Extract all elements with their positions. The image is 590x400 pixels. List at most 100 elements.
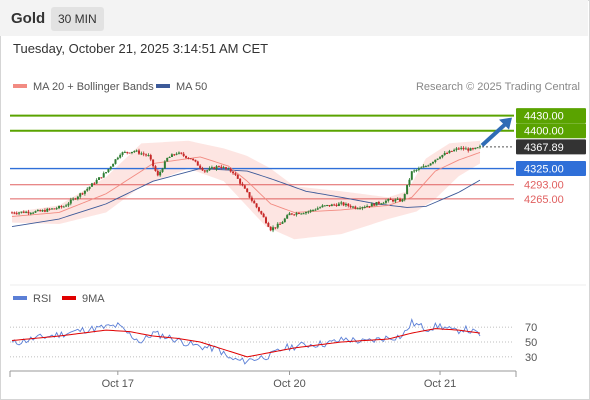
candle-body <box>361 207 364 209</box>
candle-body <box>121 152 124 155</box>
candle-body <box>471 148 474 150</box>
candle-body <box>366 206 369 208</box>
candle-body <box>297 212 300 214</box>
rsi-legend-swatch-0 <box>13 296 27 300</box>
candle-body <box>83 190 86 194</box>
candle-body <box>128 152 131 154</box>
candle-body <box>229 168 232 172</box>
current-price-box <box>516 139 586 155</box>
candle-body <box>206 170 209 172</box>
candle-body <box>274 227 277 229</box>
candle-body <box>90 183 93 187</box>
candle-body <box>269 226 272 231</box>
candle-body <box>319 207 322 209</box>
candle-body <box>246 188 249 193</box>
candle-body <box>36 210 39 212</box>
level-box-4400.00 <box>516 123 586 139</box>
candle-body <box>253 200 256 204</box>
rsi-legend-label-1: 9MA <box>82 293 105 305</box>
candle-body <box>431 161 434 164</box>
candle-body <box>399 198 402 202</box>
candle-body <box>232 171 235 174</box>
candle-body <box>281 222 284 224</box>
candle-body <box>255 203 258 208</box>
candle-body <box>95 179 98 184</box>
candle-body <box>72 198 75 200</box>
candle-body <box>147 155 150 157</box>
level-label-4325.00: 4325.00 <box>524 164 564 176</box>
candle-body <box>175 153 178 155</box>
candle-body <box>152 159 155 167</box>
candle-body <box>380 203 383 205</box>
candle-body <box>302 213 305 215</box>
candle-body <box>363 206 366 208</box>
current-price-label: 4367.89 <box>524 142 564 154</box>
candle-body <box>100 177 103 179</box>
candle-body <box>41 210 44 212</box>
candle-body <box>50 208 53 210</box>
candle-body <box>420 167 423 169</box>
level-label-4265.00: 4265.00 <box>524 194 564 206</box>
candle-body <box>248 192 251 198</box>
candle-body <box>382 202 385 204</box>
candle-body <box>62 206 65 208</box>
candle-body <box>203 170 206 172</box>
candle-body <box>13 212 16 214</box>
rsi-line <box>11 317 481 365</box>
candle-body <box>173 154 176 156</box>
candle-body <box>215 166 218 169</box>
candle-body <box>396 198 399 200</box>
candle-body <box>116 157 119 160</box>
candle-body <box>192 158 195 160</box>
candle-body <box>20 211 23 213</box>
candle-body <box>213 167 216 169</box>
candle-body <box>102 173 105 178</box>
candle-body <box>267 223 270 227</box>
candle-body <box>349 205 352 208</box>
candle-body <box>335 204 338 206</box>
candle-body <box>260 211 263 214</box>
rsi-tick-50: 50 <box>525 337 537 349</box>
candle-body <box>208 168 211 171</box>
candle-body <box>356 208 359 210</box>
candle-body <box>55 208 58 210</box>
candle-body <box>279 223 282 225</box>
candle-body <box>123 151 126 153</box>
candle-body <box>76 196 79 200</box>
candle-body <box>330 204 333 207</box>
candle-body <box>403 194 406 200</box>
candle-body <box>109 166 112 170</box>
candle-body <box>189 158 192 160</box>
candle-body <box>225 167 228 169</box>
candle-body <box>450 150 453 152</box>
candle-body <box>434 159 437 162</box>
candle-body <box>105 172 108 174</box>
candle-body <box>326 204 329 206</box>
candle-body <box>257 207 260 212</box>
candle-body <box>220 166 223 169</box>
candle-body <box>424 166 427 168</box>
candle-body <box>276 223 279 228</box>
candle-body <box>185 155 188 158</box>
candle-body <box>446 153 449 155</box>
candle-body <box>476 147 479 149</box>
candle-body <box>262 213 265 218</box>
candle-body <box>79 193 82 197</box>
candle-body <box>328 204 331 207</box>
timeframe-badge[interactable]: 30 MIN <box>51 7 104 31</box>
candle-body <box>427 165 430 167</box>
candle-body <box>43 210 46 212</box>
candle-body <box>154 166 157 171</box>
candle-body <box>401 199 404 202</box>
legend-swatch-0 <box>13 84 27 88</box>
candle-body <box>406 184 409 195</box>
candle-body <box>314 209 317 211</box>
candle-body <box>46 208 49 212</box>
candle-body <box>370 203 373 207</box>
rsi-tick-30: 30 <box>525 352 537 364</box>
candle-body <box>453 149 456 152</box>
candle-body <box>375 201 378 206</box>
candle-body <box>137 150 140 154</box>
candle-body <box>354 206 357 209</box>
